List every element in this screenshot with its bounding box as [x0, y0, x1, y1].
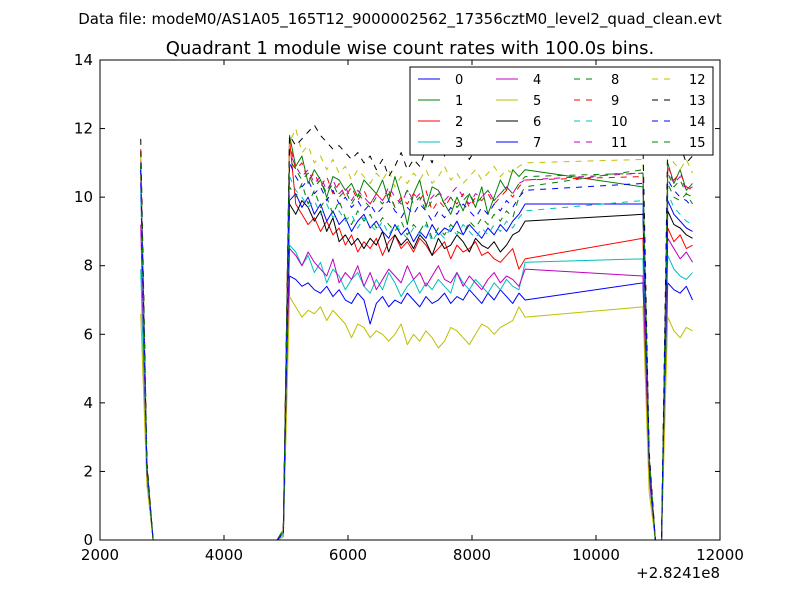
series-line-5	[140, 296, 693, 540]
y-tick-label: 6	[83, 325, 93, 343]
y-tick-label: 8	[83, 257, 93, 275]
legend-label-6: 6	[533, 115, 541, 130]
x-axis-offset-label: +2.8241e8	[636, 564, 720, 582]
legend-label-15: 15	[689, 136, 706, 151]
plot-area-frame	[99, 59, 721, 541]
x-tick-label: 6000	[329, 546, 367, 564]
x-tick-label: 2000	[81, 546, 119, 564]
legend-label-9: 9	[611, 94, 619, 109]
legend-label-12: 12	[689, 73, 706, 88]
legend-label-7: 7	[533, 136, 541, 151]
y-tick-label: 0	[83, 531, 93, 549]
series-line-3	[140, 244, 693, 540]
series-line-15	[140, 158, 693, 540]
legend-label-13: 13	[689, 94, 706, 109]
y-tick-label: 14	[74, 51, 93, 69]
series-line-13	[140, 124, 693, 540]
file-name-header: Data file: modeM0/AS1A05_165T12_90000025…	[78, 10, 722, 29]
series-line-11	[140, 152, 693, 540]
series-line-9	[140, 141, 693, 540]
y-tick-label: 12	[74, 120, 93, 138]
series-line-0	[140, 166, 693, 540]
legend-label-1: 1	[455, 94, 463, 109]
x-tick-label: 8000	[453, 546, 491, 564]
series-line-1	[140, 134, 693, 540]
legend-label-4: 4	[533, 73, 541, 88]
series-layer	[140, 124, 693, 540]
series-line-4	[140, 224, 693, 540]
legend-label-2: 2	[455, 115, 463, 130]
x-tick-label: 10000	[572, 546, 620, 564]
y-tick-label: 2	[83, 462, 93, 480]
y-tick-label: 10	[74, 188, 93, 206]
series-line-12	[140, 128, 693, 540]
legend-label-0: 0	[455, 73, 463, 88]
series-line-14	[140, 162, 693, 540]
chart-title: Quadrant 1 module wise count rates with …	[166, 38, 655, 59]
legend-label-3: 3	[455, 136, 463, 151]
legend-label-11: 11	[611, 136, 628, 151]
legend-label-10: 10	[611, 115, 628, 130]
series-line-7	[140, 183, 693, 540]
x-tick-label: 12000	[696, 546, 744, 564]
series-line-2	[140, 138, 693, 540]
legend-label-14: 14	[689, 115, 706, 130]
legend-box	[409, 66, 714, 156]
legend-label-8: 8	[611, 73, 619, 88]
x-tick-label: 4000	[205, 546, 243, 564]
series-line-6	[140, 166, 693, 540]
legend-label-5: 5	[533, 94, 541, 109]
series-line-8	[140, 152, 693, 540]
series-line-10	[140, 176, 693, 540]
y-tick-label: 4	[83, 394, 93, 412]
